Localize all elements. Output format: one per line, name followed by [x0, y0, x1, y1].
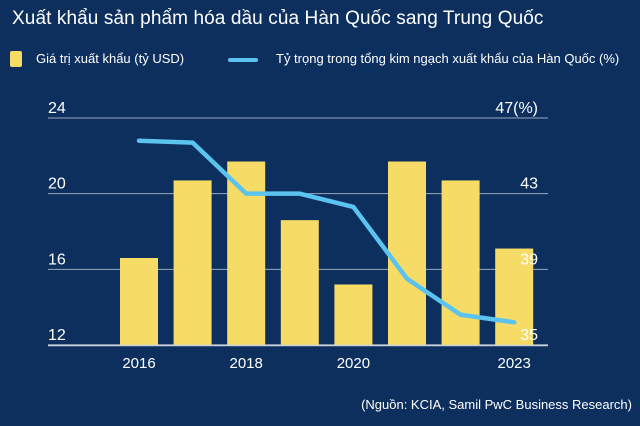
bar-2019	[280, 220, 319, 345]
bar-2021	[388, 161, 426, 345]
bar-2016	[120, 257, 158, 345]
bar-2018	[227, 161, 266, 345]
source-note: (Nguồn: KCIA, Samil PwC Business Researc…	[361, 397, 632, 412]
bar-2020	[334, 284, 373, 345]
left-axis-tick: 12	[48, 327, 66, 344]
line-legend-swatch	[228, 58, 258, 62]
right-axis-tick: 43	[520, 176, 538, 193]
bar-2022	[441, 180, 480, 345]
chart-title: Xuất khẩu sản phẩm hóa dầu của Hàn Quốc …	[12, 8, 544, 29]
x-axis-tick: 2016	[122, 355, 155, 372]
line-legend-label: Tỷ trọng trong tổng kim ngạch xuất khẩu …	[276, 51, 620, 66]
right-axis-tick: 39	[520, 251, 538, 268]
x-axis-tick: 2023	[498, 355, 531, 372]
left-axis-tick: 16	[48, 251, 66, 268]
left-axis-tick: 20	[48, 176, 66, 193]
share-line	[136, 138, 517, 325]
right-axis-tick: 35	[520, 327, 538, 344]
x-axis-tick: 2018	[230, 355, 263, 372]
axis-labels: 12 16 20 24 35 39 43 47(%) 2016 2018 2020 2023	[48, 100, 538, 372]
line-series	[136, 138, 517, 325]
bar-legend-label: Giá trị xuất khẩu (tỷ USD)	[36, 51, 185, 66]
right-axis-tick: 47(%)	[495, 100, 538, 117]
bar-2017	[173, 180, 212, 345]
bar-legend-swatch	[10, 51, 22, 67]
x-axis-tick: 2020	[337, 355, 370, 372]
legend: Giá trị xuất khẩu (tỷ USD) Tỷ trọng tron…	[10, 50, 635, 70]
bar-2023	[495, 248, 534, 345]
bar-series	[48, 161, 548, 347]
left-axis-tick: 24	[48, 100, 66, 117]
